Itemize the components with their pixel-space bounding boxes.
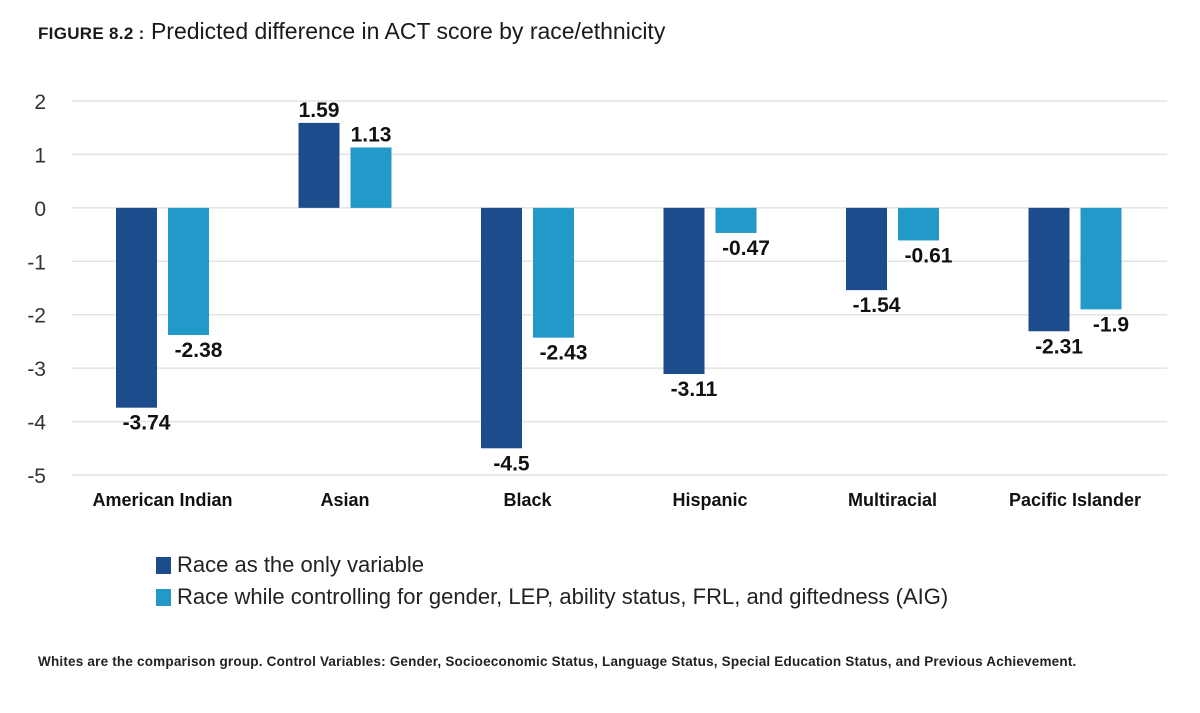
- data-label: -1.54: [853, 294, 901, 317]
- y-tick-label: 0: [34, 198, 46, 221]
- bar-controlled: [1080, 207, 1122, 310]
- bar-controlled: [350, 147, 392, 208]
- data-label: -2.43: [540, 342, 588, 365]
- bar-race-only: [663, 207, 705, 375]
- y-tick-label: -1: [27, 251, 46, 274]
- data-label: -3.11: [671, 378, 718, 401]
- bar-race-only: [846, 207, 887, 291]
- bars: [116, 122, 1122, 449]
- legend-swatch-series-2: [156, 588, 171, 606]
- legend: Race as the only variable Race while con…: [156, 549, 948, 613]
- x-tick-label: Black: [503, 490, 552, 510]
- x-tick-label: Pacific Islander: [1009, 490, 1141, 510]
- legend-label-series-1: Race as the only variable: [177, 552, 425, 577]
- bar-controlled: [168, 207, 209, 336]
- bar-chart: 2 1 0 -1 -2 -3 -4 -5 -3.74 -2.38 1.59 1.13 -4.5 -2.4…: [27, 91, 1167, 510]
- data-label: 1.13: [351, 123, 392, 146]
- y-tick-label: -4: [27, 412, 46, 435]
- y-tick-label: 1: [34, 144, 46, 167]
- data-label: -2.31: [1035, 335, 1083, 358]
- figure-title: FIGURE 8.2 : Predicted difference in ACT…: [38, 18, 665, 45]
- y-tick-label: -5: [27, 465, 46, 488]
- x-tick-label: Asian: [320, 490, 369, 510]
- legend-label-series-2: Race while controlling for gender, LEP, …: [177, 584, 949, 609]
- data-label: -0.47: [722, 237, 770, 260]
- y-axis-ticks: 2 1 0 -1 -2 -3 -4 -5: [27, 91, 46, 488]
- data-label: -3.74: [123, 412, 171, 435]
- data-label: 1.59: [299, 99, 340, 122]
- data-label: -0.61: [905, 244, 953, 267]
- y-tick-label: -2: [27, 305, 46, 328]
- legend-swatch-series-1: [156, 556, 171, 574]
- y-tick-label: -3: [27, 358, 46, 381]
- data-labels: -3.74 -2.38 1.59 1.13 -4.5 -2.43 -3.11 -0.47 -1.…: [123, 99, 1130, 475]
- bar-race-only: [298, 122, 340, 208]
- legend-item-series-1: Race as the only variable: [156, 549, 948, 581]
- y-tick-label: 2: [34, 91, 46, 114]
- data-label: -4.5: [493, 452, 530, 475]
- bar-controlled: [533, 207, 574, 338]
- figure-label: FIGURE 8.2 :: [38, 24, 145, 43]
- figure-title-text: Predicted difference in ACT score by rac…: [150, 18, 666, 44]
- x-tick-label: American Indian: [92, 490, 232, 510]
- footnote: Whites are the comparison group. Control…: [38, 654, 1077, 669]
- bar-race-only: [481, 207, 522, 449]
- x-axis-ticks: American Indian Asian Black Hispanic Multira…: [92, 490, 1141, 510]
- bar-race-only: [1028, 207, 1070, 332]
- x-tick-label: Hispanic: [672, 490, 747, 510]
- bar-controlled: [715, 207, 757, 233]
- legend-item-series-2: Race while controlling for gender, LEP, …: [156, 581, 948, 613]
- x-tick-label: Multiracial: [848, 490, 937, 510]
- gridlines: [72, 100, 1167, 476]
- bar-controlled: [898, 207, 939, 241]
- bar-race-only: [116, 207, 157, 408]
- data-label: -1.9: [1093, 313, 1129, 336]
- data-label: -2.38: [175, 339, 223, 362]
